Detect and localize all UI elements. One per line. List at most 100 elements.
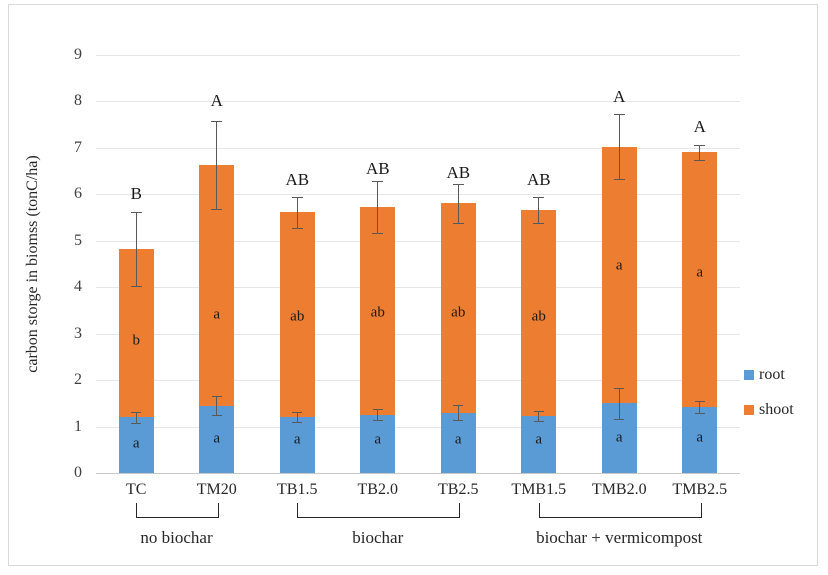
root-significance-letter: a [132, 435, 140, 452]
bar-segment-shoot [601, 146, 637, 404]
shoot-significance-letter: a [615, 257, 623, 274]
gridline [96, 240, 740, 242]
total-significance-letter: B [130, 184, 142, 204]
bar-segment-root [199, 405, 235, 473]
error-bar-total [618, 114, 620, 180]
x-axis-tick-label: TC [126, 481, 147, 498]
legend-label: root [759, 366, 785, 383]
error-bar-cap [130, 286, 142, 288]
error-bar-cap [694, 159, 706, 161]
y-axis-tick-label: 1 [74, 417, 82, 435]
error-bar-cap [613, 114, 625, 116]
shoot-significance-letter: ab [451, 304, 466, 321]
error-bar-cap [533, 421, 544, 423]
error-bar-total [457, 184, 459, 223]
error-bar-cap [694, 144, 706, 146]
error-bar-cap [452, 222, 464, 224]
error-bar-root [216, 395, 218, 416]
gridline [96, 54, 740, 56]
total-significance-letter: A [613, 86, 626, 106]
x-axis-tick-label: TMB1.5 [511, 481, 567, 498]
x-axis-tick-label: TB2.0 [357, 481, 398, 498]
gridline [96, 333, 740, 335]
bar-segment-root [682, 407, 718, 473]
root-significance-letter: a [696, 429, 704, 446]
bar-segment-root [118, 417, 154, 473]
error-bar-total [538, 196, 540, 224]
error-bar-root [457, 404, 459, 421]
total-significance-letter: AB [446, 163, 471, 183]
gridline [96, 287, 740, 289]
legend-swatch-icon [744, 405, 754, 415]
legend-label: shoot [759, 401, 794, 418]
bar-segment-root [360, 414, 396, 473]
bar-segment-root [440, 412, 476, 473]
root-significance-letter: a [374, 431, 382, 448]
error-bar-total [135, 211, 137, 287]
error-bar-root [135, 411, 137, 423]
bar-segment-shoot [360, 206, 396, 415]
error-bar-cap [131, 422, 142, 424]
error-bar-cap [211, 120, 223, 122]
x-axis-tick-label: TMB2.5 [672, 481, 728, 498]
error-bar-root [538, 411, 540, 422]
x-axis-tick-label: TB1.5 [277, 481, 318, 498]
error-bar-cap [533, 411, 544, 413]
gridline [96, 194, 740, 196]
error-bar-total [296, 196, 298, 228]
error-bar-cap [453, 420, 464, 422]
error-bar-total [377, 180, 379, 233]
error-bar-cap [614, 418, 625, 420]
error-bar-cap [292, 422, 303, 424]
error-bar-root [377, 409, 379, 421]
error-bar-cap [211, 415, 222, 417]
group-bracket [136, 503, 219, 518]
error-bar-cap [533, 223, 545, 225]
shoot-significance-letter: ab [370, 304, 385, 321]
bar-segment-root [279, 417, 315, 473]
shoot-significance-letter: ab [531, 308, 546, 325]
error-bar-cap [453, 404, 464, 406]
x-axis-tick-label: TB2.5 [438, 481, 479, 498]
error-bar-cap [694, 412, 705, 414]
y-axis-tick-label: 6 [74, 185, 82, 203]
error-bar-cap [292, 412, 303, 414]
total-significance-letter: AB [526, 170, 551, 190]
y-axis-tick-label: 4 [74, 278, 82, 296]
total-significance-letter: A [693, 116, 706, 136]
group-bracket [538, 503, 702, 518]
root-significance-letter: a [293, 431, 301, 448]
total-significance-letter: AB [365, 158, 390, 178]
legend-item-shoot: shoot [744, 401, 814, 419]
error-bar-cap [130, 211, 142, 213]
bar-segment-root [521, 416, 557, 473]
bar-segment-shoot [682, 152, 718, 407]
error-bar-cap [372, 232, 384, 234]
error-bar-cap [211, 395, 222, 397]
y-axis-tick-label: 2 [74, 371, 82, 389]
error-bar-total [699, 144, 701, 160]
gridline [96, 147, 740, 149]
error-bar-cap [613, 179, 625, 181]
y-axis-tick-label: 7 [74, 138, 82, 156]
x-axis-tick-label: TMB2.0 [591, 481, 647, 498]
root-significance-letter: a [615, 429, 623, 446]
x-axis-tick-label: TM20 [196, 481, 237, 498]
shoot-significance-letter: b [132, 332, 141, 349]
y-axis-tick-label: 0 [74, 464, 82, 481]
bar-segment-shoot [521, 209, 557, 417]
gridline [96, 426, 740, 428]
group-label: biochar + vermicompost [536, 528, 703, 547]
y-axis-tick-label: 8 [74, 92, 82, 110]
legend-item-root: root [744, 366, 814, 384]
shoot-significance-letter: a [213, 306, 221, 323]
total-significance-letter: AB [285, 170, 310, 190]
error-bar-cap [372, 180, 384, 182]
error-bar-cap [291, 227, 303, 229]
error-bar-total [216, 120, 218, 210]
error-bar-cap [372, 420, 383, 422]
error-bar-root [699, 401, 701, 413]
root-significance-letter: a [213, 430, 221, 447]
gridline [96, 101, 740, 103]
